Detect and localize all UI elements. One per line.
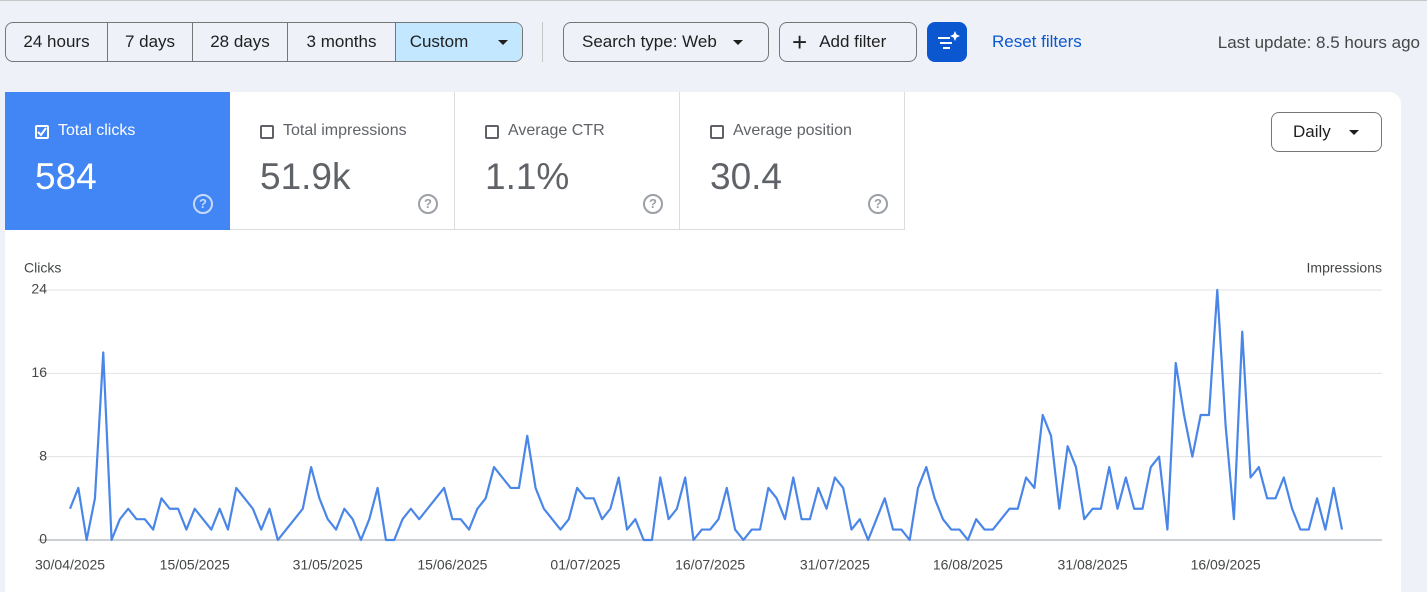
granularity-dropdown[interactable]: Daily [1271,112,1382,152]
metric-card[interactable]: Total impressions 51.9k? [230,92,455,230]
range-button[interactable]: 24 hours [6,23,108,61]
checkbox [485,125,499,139]
x-tick-label: 15/06/2025 [417,557,487,573]
checkbox [35,125,49,139]
last-update: Last update: 8.5 hours ago [1217,33,1420,52]
date-range: 24 hours 7 days 28 days 3 months Custom [5,22,523,62]
metric-value: 584 [35,156,97,197]
metric-card[interactable]: Average CTR 1.1%? [455,92,680,230]
divider [542,22,543,62]
plus-icon: + [792,27,808,57]
checkbox [710,125,724,139]
range-button[interactable]: 3 months [288,23,396,61]
caret [1348,129,1359,135]
y2-axis-title: Impressions [1307,260,1382,276]
search-type[interactable]: Search type: Web [563,22,769,62]
help-icon[interactable]: ? [193,194,213,214]
reset-filters[interactable]: Reset filters [992,32,1082,51]
clicks-line [68,288,1344,542]
y-axis-title: Clicks [24,260,61,276]
add-filter[interactable]: + Add filter [779,22,917,62]
x-tick-label: 30/04/2025 [35,557,105,573]
y-tick-label: 8 [39,447,47,463]
metric-label: Total clicks [58,122,136,139]
x-tick-label: 16/08/2025 [933,557,1003,573]
x-tick-label: 16/09/2025 [1191,557,1261,573]
y-tick-label: 0 [39,531,47,547]
range-button[interactable]: 7 days [108,23,193,61]
y-tick-label: 24 [31,281,47,297]
x-tick-label: 31/05/2025 [293,557,363,573]
help-icon[interactable]: ? [643,194,663,214]
granularity-label: Daily [1293,122,1331,141]
x-tick-label: 01/07/2025 [550,557,620,573]
checkbox [260,125,274,139]
help-icon[interactable]: ? [418,194,438,214]
metric-label: Average CTR [508,122,605,139]
range-button[interactable]: Custom [396,23,522,61]
metric-label: Average position [733,122,852,139]
x-tick-label: 31/08/2025 [1058,557,1128,573]
range-label: Custom [409,32,469,51]
x-tick-label: 15/05/2025 [160,557,230,573]
range-button[interactable]: 28 days [193,23,288,61]
caret [498,39,509,45]
metric-card[interactable]: Total clicks 584? [5,92,230,230]
metric-value: 51.9k [260,156,351,197]
metric-value: 30.4 [710,156,783,197]
metric-value: 1.1% [485,156,570,197]
add-filter-label: Add filter [819,32,887,51]
top-border [0,0,1427,1]
x-tick-label: 16/07/2025 [675,557,745,573]
x-tick-label: 31/07/2025 [800,557,870,573]
filter-icon-button[interactable] [927,22,967,62]
help-icon[interactable]: ? [868,194,888,214]
search-type-label: Search type: Web [582,32,717,51]
y-tick-label: 16 [31,364,47,380]
caret [732,39,743,45]
metric-card[interactable]: Average position 30.4? [680,92,905,230]
metric-label: Total impressions [283,122,407,139]
